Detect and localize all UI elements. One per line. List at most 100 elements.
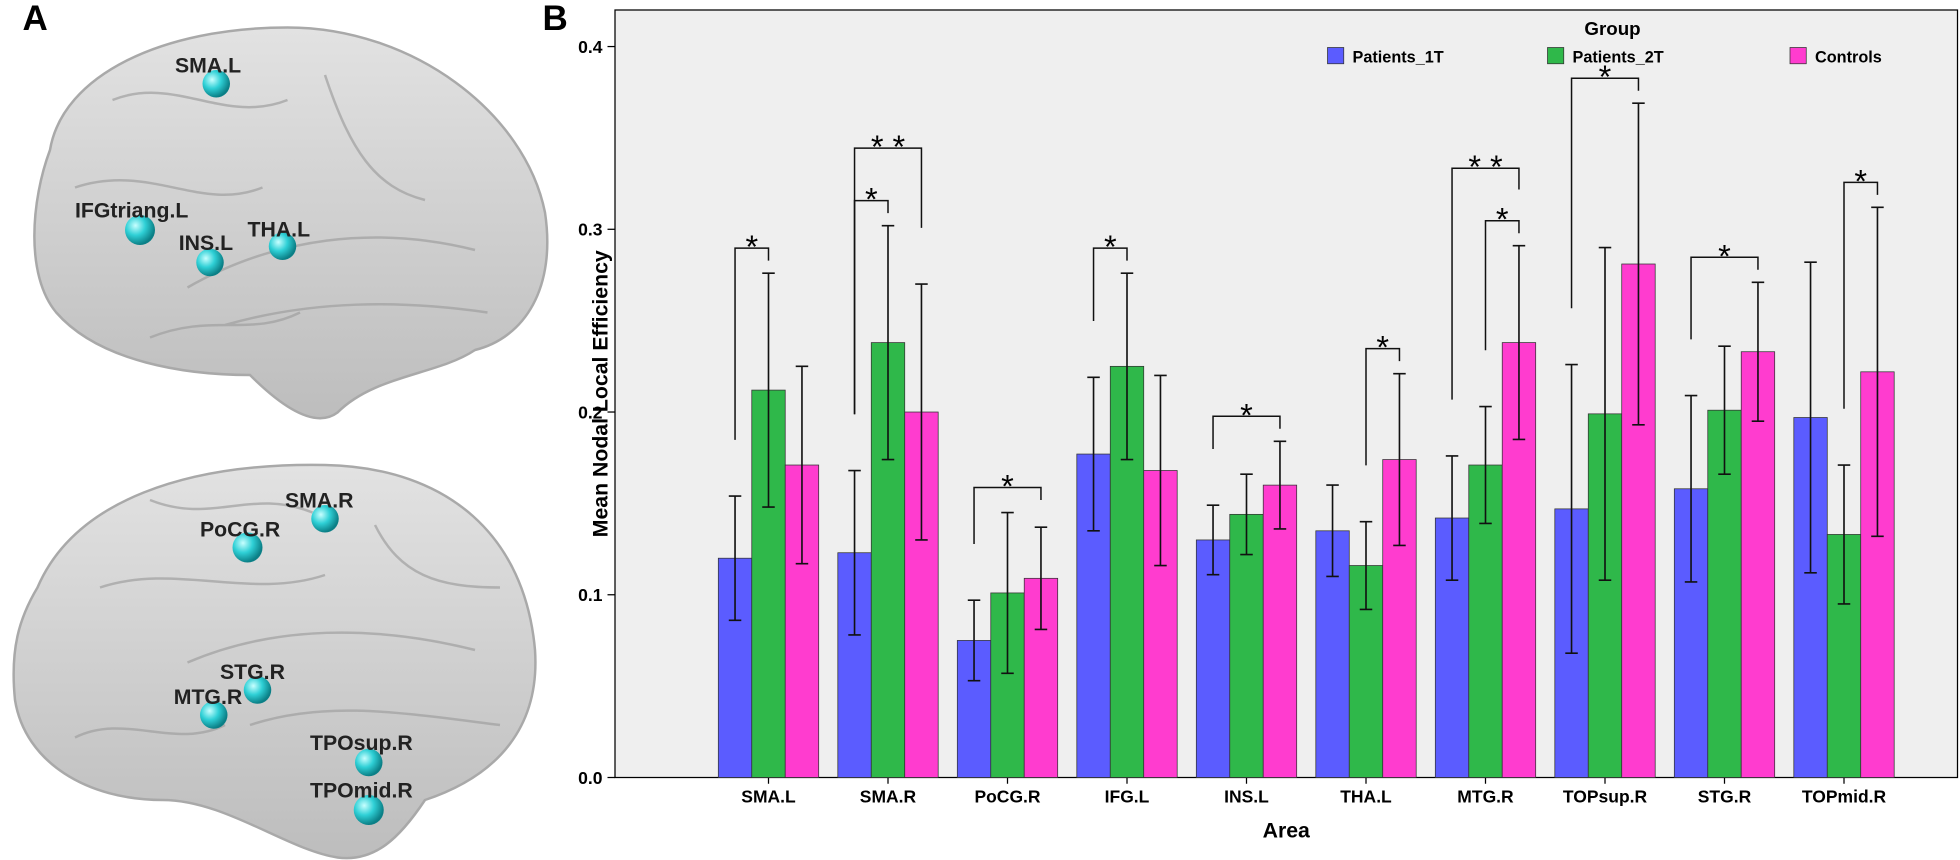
significance-label: *: [1104, 229, 1117, 265]
error-bar: [1120, 272, 1134, 461]
region-sphere: [243, 676, 272, 704]
significance-label: *: [1001, 469, 1014, 505]
brain-fold: [74, 74, 488, 339]
region-label: THA.L: [248, 217, 311, 241]
error-bar: [1154, 374, 1167, 567]
significance-bracket: [1570, 77, 1640, 309]
error-bar: [1718, 345, 1731, 475]
region-sphere: [311, 505, 339, 533]
region-label: IFGtriang.L: [75, 199, 188, 223]
significance-bracket: [1365, 347, 1401, 466]
error-bar: [1837, 464, 1851, 605]
bar: [1195, 539, 1231, 778]
significance-bracket: [734, 247, 770, 440]
significance-label: *: [1376, 330, 1389, 366]
significance-bracket: [1690, 256, 1759, 340]
error-bar: [1871, 206, 1884, 538]
x-tick-label: SMA.L: [741, 787, 796, 807]
region-sphere: [200, 701, 228, 729]
x-tick-label: THA.L: [1340, 787, 1392, 807]
region-label: SMA.R: [285, 489, 353, 513]
region-sphere: [268, 232, 297, 260]
significance-label: * *: [1468, 149, 1503, 185]
significance-label: *: [865, 182, 878, 218]
x-tick-label: INS.L: [1224, 787, 1269, 807]
error-bar: [1240, 473, 1253, 556]
significance-bracket: [1484, 219, 1520, 351]
region-sphere: [353, 795, 384, 825]
region-markers: [125, 70, 384, 825]
region-sphere: [232, 532, 263, 563]
significance-label: *: [1718, 238, 1731, 274]
legend-label: Patients_1T: [1353, 49, 1444, 67]
y-tick-label: 0.2: [578, 402, 603, 422]
error-bar: [1034, 526, 1048, 631]
x-tick-label: TOPmid.R: [1802, 787, 1887, 807]
error-bar: [1751, 281, 1765, 422]
legend-title: Group: [1584, 18, 1640, 39]
panel-a: A SMA.L IFGtriang.L INS.L THA.L SMA.R Po…: [12, 0, 549, 860]
error-bar: [1001, 511, 1014, 675]
region-label: PoCG.R: [200, 517, 280, 541]
panel-label: B: [543, 0, 568, 38]
bar: [1109, 365, 1145, 778]
x-tick-label: MTG.R: [1457, 787, 1514, 807]
y-axis-label: Mean Nodal Local Efficiency: [589, 250, 613, 537]
error-bar: [1359, 520, 1373, 611]
bar: [1740, 351, 1776, 778]
error-bar: [1087, 376, 1100, 532]
legend-swatch: [1789, 47, 1807, 65]
x-tick-label: SMA.R: [860, 787, 917, 807]
region-label: MTG.R: [174, 685, 242, 709]
y-tick-label: 0.3: [578, 220, 603, 240]
legend-label: Patients_2T: [1573, 49, 1664, 67]
y-tick-label: 0.1: [578, 585, 603, 605]
error-bar: [1393, 372, 1406, 547]
error-bar: [1565, 363, 1578, 655]
significance-label: *: [1854, 163, 1867, 199]
x-tick-label: PoCG.R: [974, 787, 1040, 807]
significance-bracket: [1212, 415, 1281, 449]
region-label: SMA.L: [175, 54, 241, 78]
error-bar: [1326, 484, 1339, 578]
panel-label: A: [23, 0, 48, 38]
error-bar: [1632, 102, 1645, 426]
significance-bracket: [853, 147, 923, 415]
significance-label: *: [745, 229, 758, 265]
significance-bracket: [973, 486, 1042, 544]
error-bar: [762, 272, 775, 508]
region-sphere: [355, 748, 383, 777]
error-bar: [915, 283, 928, 541]
error-bar: [1512, 244, 1526, 441]
legend-label: Controls: [1815, 49, 1882, 67]
error-bar: [881, 224, 895, 461]
region-label: TPOmid.R: [310, 779, 413, 803]
significance-bracket: [1451, 167, 1520, 400]
error-bar: [795, 365, 809, 565]
region-label: INS.L: [179, 231, 233, 255]
region-sphere: [125, 215, 155, 245]
error-bar: [848, 469, 861, 636]
y-tick-label: 0.4: [578, 37, 603, 57]
x-tick-label: STG.R: [1698, 787, 1752, 807]
region-label: TPOsup.R: [310, 731, 413, 755]
region-sphere: [202, 70, 230, 98]
legend-swatch: [1327, 47, 1345, 65]
significance-label: *: [1496, 202, 1509, 238]
x-tick-label: IFG.L: [1105, 787, 1150, 807]
bar: [1262, 484, 1298, 778]
error-bar: [1445, 455, 1459, 581]
significance-label: *: [1599, 59, 1612, 95]
x-axis-label: Area: [1263, 819, 1310, 843]
error-bar: [728, 495, 742, 622]
brain-fold: [74, 498, 501, 739]
bar: [1229, 513, 1264, 778]
error-bar: [1206, 504, 1220, 576]
region-label: STG.R: [220, 660, 285, 684]
error-bar: [1479, 405, 1492, 525]
region-sphere: [196, 248, 224, 277]
significance-bracket: [1092, 247, 1128, 322]
legend-swatch: [1547, 47, 1565, 65]
